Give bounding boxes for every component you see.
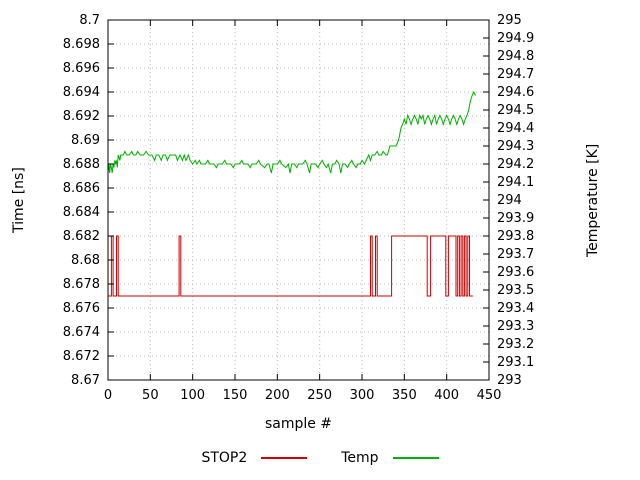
x-tick-label: 250 <box>307 388 332 403</box>
y-left-tick-label: 8.69 <box>71 133 100 148</box>
y-left-tick-label: 8.686 <box>63 181 100 196</box>
y-right-tick-label: 293.4 <box>497 301 534 316</box>
x-tick-label: 150 <box>223 388 248 403</box>
series-temp-line <box>107 90 476 174</box>
y-axis-label-left: Time [ns] <box>11 167 27 233</box>
y-left-tick-label: 8.676 <box>63 301 100 316</box>
y-right-tick-label: 293.5 <box>497 283 534 298</box>
y-right-tick-label: 294.3 <box>497 139 534 154</box>
y-left-tick-label: 8.68 <box>71 253 100 268</box>
legend-item-stop2: STOP2 <box>201 450 308 466</box>
legend: STOP2 Temp <box>0 450 640 466</box>
y-left-tick-label: 8.684 <box>63 205 100 220</box>
y-right-tick-label: 294.2 <box>497 157 534 172</box>
y-left-tick-label: 8.696 <box>63 61 100 76</box>
y-right-tick-label: 293.1 <box>497 355 534 370</box>
y-right-tick-label: 294 <box>497 193 522 208</box>
x-tick-label: 450 <box>477 388 502 403</box>
y-right-tick-label: 294.7 <box>497 67 534 82</box>
plot-border <box>107 19 490 381</box>
legend-label-temp: Temp <box>341 450 379 466</box>
y-right-tick-label: 293.8 <box>497 229 534 244</box>
x-tick-label: 0 <box>104 388 112 403</box>
legend-item-temp: Temp <box>341 450 439 466</box>
y-axis-label-right: Temperature [K] <box>585 143 601 257</box>
x-axis-label: sample # <box>264 416 333 432</box>
y-right-tick-label: 294.5 <box>497 103 534 118</box>
y-right-tick-label: 294.9 <box>497 31 534 46</box>
legend-line-temp-icon <box>392 457 439 459</box>
y-right-tick-label: 294.8 <box>497 49 534 64</box>
y-left-tick-label: 8.674 <box>63 325 100 340</box>
y-right-tick-label: 293.7 <box>497 247 534 262</box>
y-left-tick-label: 8.688 <box>63 157 100 172</box>
y-right-tick-label: 293.9 <box>497 211 534 226</box>
x-tick-label: 50 <box>142 388 159 403</box>
x-tick-label: 400 <box>434 388 459 403</box>
y-right-tick-label: 294.4 <box>497 121 534 136</box>
y-right-tick-label: 293.6 <box>497 265 534 280</box>
y-right-tick-label: 293.2 <box>497 337 534 352</box>
y-right-tick-label: 294.1 <box>497 175 534 190</box>
y-right-tick-label: 294.6 <box>497 85 534 100</box>
y-left-tick-label: 8.694 <box>63 85 100 100</box>
y-right-tick-label: 295 <box>497 13 522 28</box>
y-left-tick-label: 8.698 <box>63 37 100 52</box>
y-left-tick-label: 8.692 <box>63 109 100 124</box>
y-left-tick-label: 8.672 <box>63 349 100 364</box>
y-right-tick-label: 293 <box>497 373 522 388</box>
x-tick-label: 300 <box>350 388 375 403</box>
y-left-tick-label: 8.7 <box>79 13 100 28</box>
x-tick-label: 350 <box>392 388 417 403</box>
y-left-tick-label: 8.67 <box>71 373 100 388</box>
series-stop2-line <box>108 235 473 297</box>
legend-label-stop2: STOP2 <box>201 450 248 466</box>
y-left-tick-label: 8.682 <box>63 229 100 244</box>
x-tick-label: 200 <box>265 388 290 403</box>
legend-line-stop2-icon <box>261 457 308 459</box>
y-left-tick-label: 8.678 <box>63 277 100 292</box>
x-tick-label: 100 <box>180 388 205 403</box>
y-right-tick-label: 293.3 <box>497 319 534 334</box>
